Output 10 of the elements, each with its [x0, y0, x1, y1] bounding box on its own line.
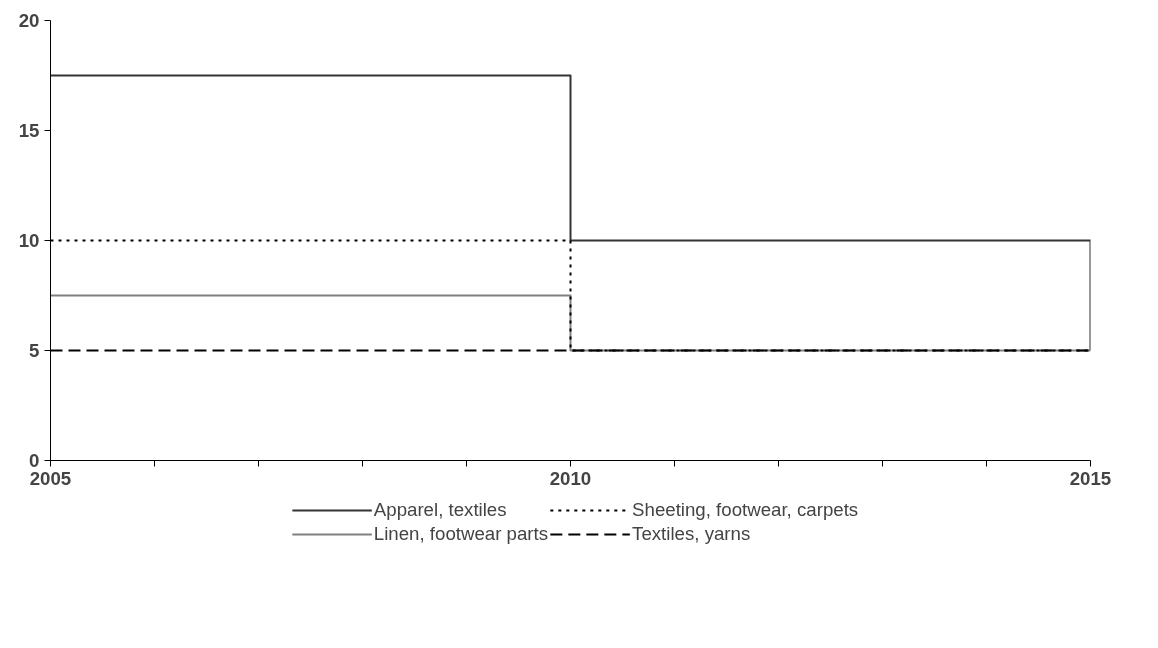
legend-label: Apparel, textiles	[373, 499, 507, 521]
y-tick-label: 20	[18, 10, 40, 31]
y-tick-label: 15	[18, 120, 40, 141]
legend-label: Linen, footwear parts	[373, 523, 549, 545]
legend-label: Sheeting, footwear, carpets	[632, 499, 859, 521]
x-tick-label: 2015	[1069, 467, 1112, 489]
legend-label: Textiles, yarns	[632, 523, 751, 545]
x-tick-label: 2010	[549, 467, 592, 489]
y-tick-label: 10	[18, 230, 40, 251]
y-tick-label: 5	[29, 340, 40, 361]
